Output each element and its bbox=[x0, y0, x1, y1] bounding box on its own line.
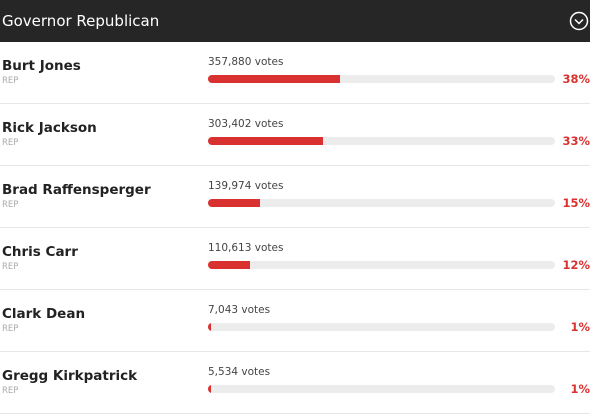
header: Governor Republican bbox=[0, 0, 590, 42]
vote-bar bbox=[208, 75, 340, 83]
vote-bar bbox=[208, 261, 250, 269]
vote-bar bbox=[208, 385, 212, 393]
vote-count: 5,534 votes bbox=[208, 366, 271, 378]
candidate-row: Clark Dean REP 7,043 votes 1% bbox=[0, 290, 590, 352]
vote-count: 303,402 votes bbox=[208, 118, 284, 130]
collapse-toggle[interactable] bbox=[569, 11, 589, 31]
vote-percent: 38% bbox=[562, 72, 590, 86]
bar-track bbox=[208, 199, 555, 207]
vote-percent: 1% bbox=[570, 382, 590, 396]
bar-track bbox=[208, 323, 555, 331]
vote-count: 110,613 votes bbox=[208, 242, 284, 254]
candidate-row: Gregg Kirkpatrick REP 5,534 votes 1% bbox=[0, 352, 590, 414]
candidate-party: REP bbox=[2, 76, 19, 86]
bar-track bbox=[208, 75, 555, 83]
candidate-name: Rick Jackson bbox=[2, 120, 97, 136]
candidate-row: Burt Jones REP 357,880 votes 38% bbox=[0, 42, 590, 104]
vote-count: 7,043 votes bbox=[208, 304, 271, 316]
bar-track bbox=[208, 261, 555, 269]
candidate-party: REP bbox=[2, 386, 19, 396]
candidate-party: REP bbox=[2, 324, 19, 334]
candidate-party: REP bbox=[2, 262, 19, 272]
vote-percent: 1% bbox=[570, 320, 590, 334]
candidate-name: Brad Raffensperger bbox=[2, 182, 151, 198]
candidate-row: Chris Carr REP 110,613 votes 12% bbox=[0, 228, 590, 290]
vote-bar bbox=[208, 199, 261, 207]
bar-track bbox=[208, 137, 555, 145]
vote-percent: 15% bbox=[562, 196, 590, 210]
candidate-party: REP bbox=[2, 200, 19, 210]
candidate-row: Rick Jackson REP 303,402 votes 33% bbox=[0, 104, 590, 166]
candidate-name: Clark Dean bbox=[2, 306, 86, 322]
vote-bar bbox=[208, 137, 323, 145]
candidate-name: Burt Jones bbox=[2, 58, 81, 74]
candidate-name: Gregg Kirkpatrick bbox=[2, 368, 138, 384]
bar-track bbox=[208, 385, 555, 393]
vote-percent: 12% bbox=[562, 258, 590, 272]
race-title: Governor Republican bbox=[2, 12, 160, 30]
vote-percent: 33% bbox=[562, 134, 590, 148]
vote-bar bbox=[208, 323, 212, 331]
candidate-name: Chris Carr bbox=[2, 244, 78, 260]
candidate-row: Brad Raffensperger REP 139,974 votes 15% bbox=[0, 166, 590, 228]
candidate-party: REP bbox=[2, 138, 19, 148]
vote-count: 139,974 votes bbox=[208, 180, 284, 192]
vote-count: 357,880 votes bbox=[208, 56, 284, 68]
